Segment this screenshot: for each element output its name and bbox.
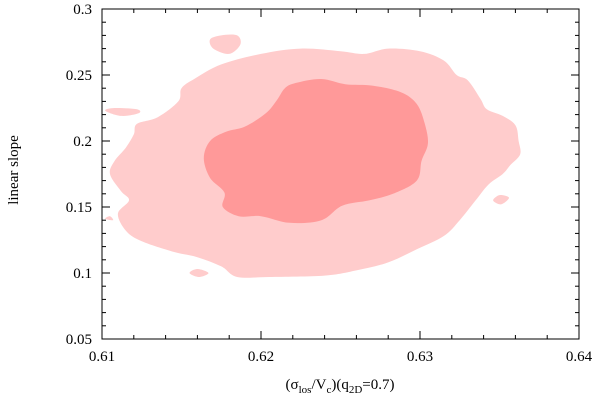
x-axis-label: (σlos/Vc)(q2D=0.7) [286, 377, 395, 396]
x-tick-label: 0.63 [407, 349, 433, 365]
contour-outer-region-2 [105, 107, 141, 116]
y-tick-labels: 0.05 0.1 0.15 0.2 0.25 0.3 [66, 2, 92, 348]
x-tick-label: 0.64 [566, 349, 593, 365]
y-axis-label: linear slope [6, 135, 22, 205]
tick-marks [101, 8, 580, 340]
contour-outer-region-1 [209, 34, 241, 54]
y-tick-label: 0.1 [73, 266, 92, 282]
y-tick-label: 0.15 [66, 200, 92, 216]
y-tick-label: 0.2 [73, 134, 92, 150]
y-tick-label: 0.3 [73, 2, 92, 18]
x-tick-label: 0.62 [248, 349, 274, 365]
x-tick-label: 0.61 [89, 349, 115, 365]
x-tick-labels: 0.61 0.62 0.63 0.64 [89, 349, 593, 365]
y-tick-label: 0.05 [66, 332, 92, 348]
contour-inner-region-0 [203, 78, 429, 224]
y-tick-label: 0.25 [66, 68, 92, 84]
contour-layer [105, 34, 521, 278]
contour-outer-region-4 [493, 195, 510, 205]
contour-outer-region-5 [105, 216, 114, 221]
contour-outer-region-3 [189, 269, 209, 277]
plot-frame [101, 8, 580, 340]
